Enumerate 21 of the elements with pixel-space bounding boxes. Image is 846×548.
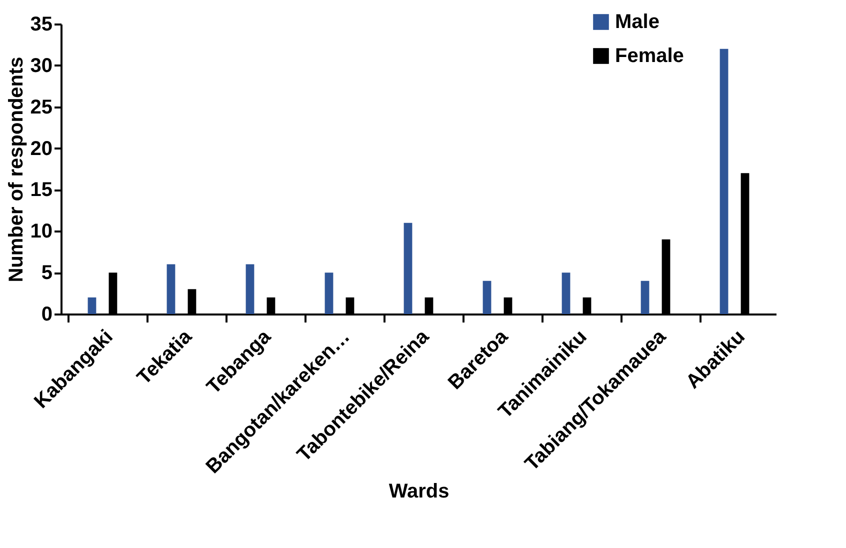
y-tick-label: 0 (41, 304, 52, 326)
bar (246, 264, 254, 314)
y-tick-label: 10 (30, 220, 52, 243)
x-axis-title: Wards (388, 480, 450, 502)
bar (640, 280, 650, 314)
bar (324, 272, 334, 314)
y-tick-label: 5 (41, 262, 52, 284)
bar (562, 272, 570, 314)
y-axis-title: Number of respondents (5, 56, 28, 282)
legend-label: Male (615, 11, 660, 33)
bar (720, 48, 728, 314)
bar (88, 297, 96, 314)
bar (482, 280, 492, 314)
y-tick-label: 20 (30, 138, 52, 160)
y-tick-label: 30 (30, 54, 52, 77)
bar (166, 264, 176, 314)
y-tick-label: 25 (30, 96, 52, 118)
y-tick-label: 35 (30, 14, 52, 36)
bar (404, 222, 412, 314)
y-tick-label: 15 (30, 179, 52, 202)
legend-label: Female (615, 45, 684, 67)
